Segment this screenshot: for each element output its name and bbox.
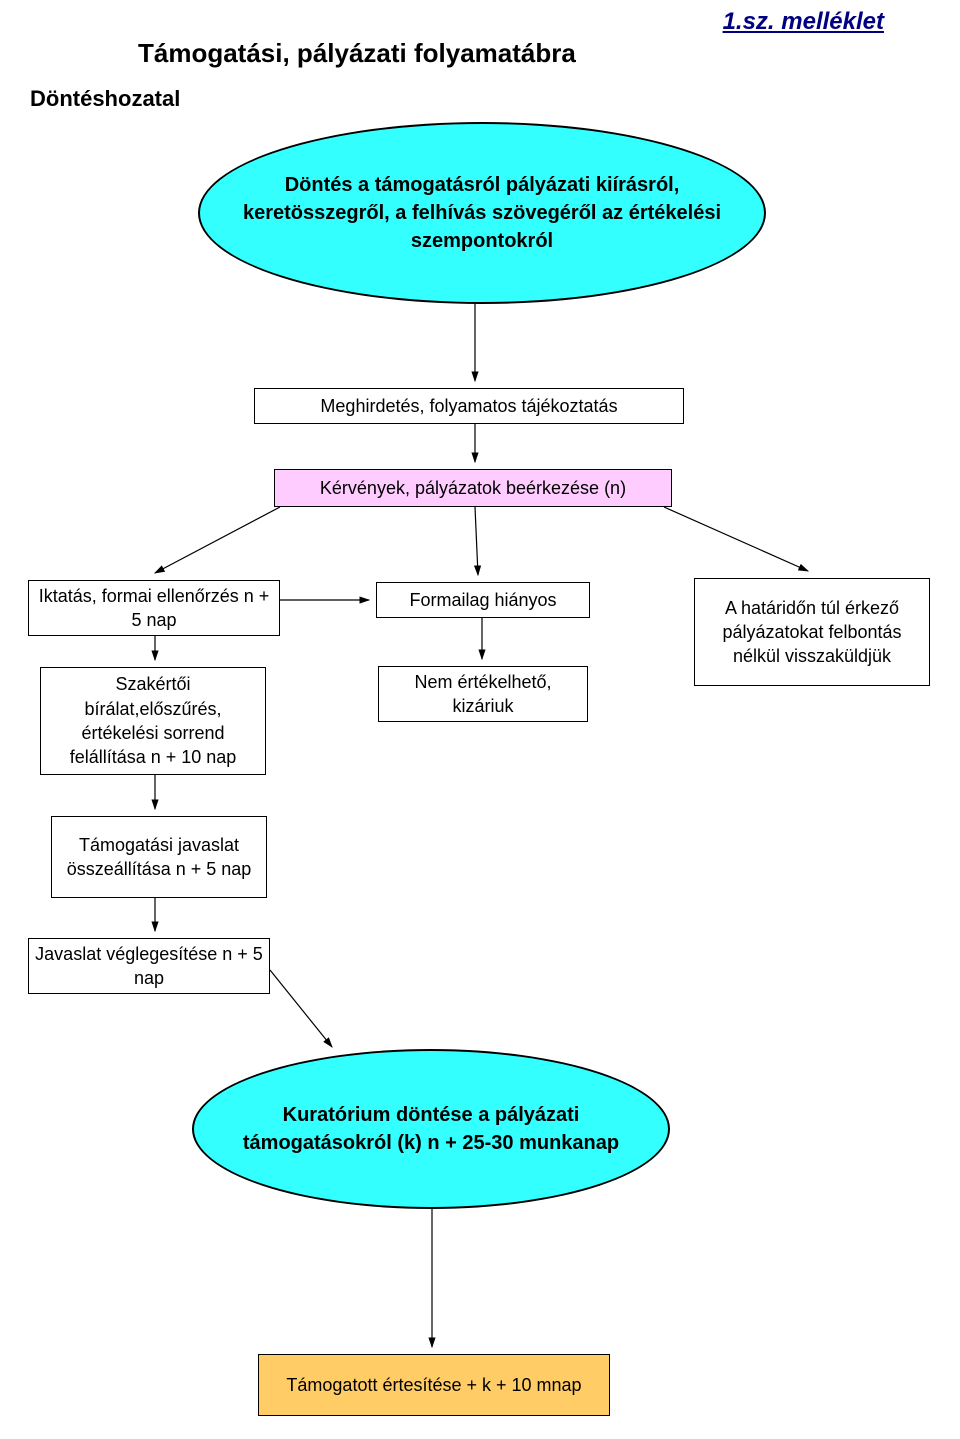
node-decision: Kuratórium döntése a pályázati támogatás… — [192, 1049, 670, 1209]
node-start: Döntés a támogatásról pályázati kiírásró… — [198, 122, 766, 304]
page-title: Támogatási, pályázati folyamatábra — [138, 38, 576, 69]
node-register: Iktatás, formai ellenőrzés n + 5 nap — [28, 580, 280, 636]
node-notify: Támogatott értesítése + k + 10 mnap — [258, 1354, 610, 1416]
node-receive: Kérvények, pályázatok beérkezése (n) — [274, 469, 672, 507]
section-heading: Döntéshozatal — [30, 86, 180, 112]
annex-label: 1.sz. melléklet — [723, 8, 884, 36]
node-excluded: Nem értékelhető, kizáriuk — [378, 666, 588, 722]
node-incomplete: Formailag hiányos — [376, 582, 590, 618]
node-finalise: Javaslat véglegesítése n + 5 nap — [28, 938, 270, 994]
page: 1.sz. melléklet Támogatási, pályázati fo… — [0, 0, 960, 1439]
node-expert: Szakértői bírálat,előszűrés, értékelési … — [40, 667, 266, 775]
node-proposal: Támogatási javaslat összeállítása n + 5 … — [51, 816, 267, 898]
node-late: A határidőn túl érkező pályázatokat felb… — [694, 578, 930, 686]
node-announce: Meghirdetés, folyamatos tájékoztatás — [254, 388, 684, 424]
